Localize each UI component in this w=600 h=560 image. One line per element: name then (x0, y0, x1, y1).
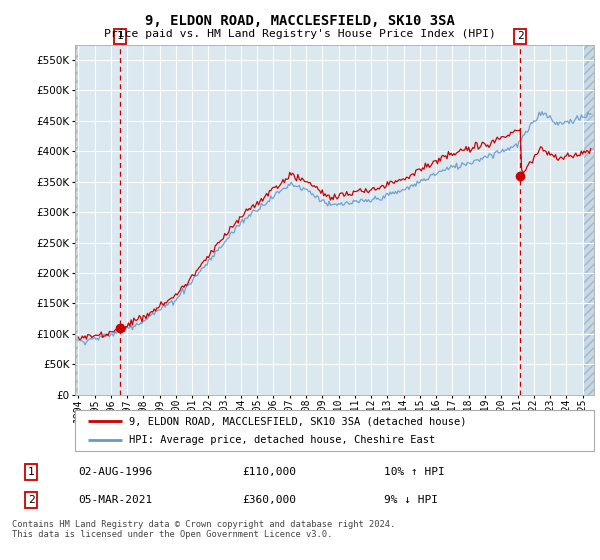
Text: 1: 1 (28, 467, 34, 477)
Text: Price paid vs. HM Land Registry's House Price Index (HPI): Price paid vs. HM Land Registry's House … (104, 29, 496, 39)
Text: Contains HM Land Registry data © Crown copyright and database right 2024.
This d: Contains HM Land Registry data © Crown c… (12, 520, 395, 539)
Bar (583, 45, 594, 395)
Text: 9, ELDON ROAD, MACCLESFIELD, SK10 3SA: 9, ELDON ROAD, MACCLESFIELD, SK10 3SA (145, 14, 455, 28)
Text: 2: 2 (517, 31, 524, 41)
Text: 10% ↑ HPI: 10% ↑ HPI (383, 467, 444, 477)
Text: HPI: Average price, detached house, Cheshire East: HPI: Average price, detached house, Ches… (130, 435, 436, 445)
Text: 9, ELDON ROAD, MACCLESFIELD, SK10 3SA (detached house): 9, ELDON ROAD, MACCLESFIELD, SK10 3SA (d… (130, 417, 467, 426)
Text: 02-AUG-1996: 02-AUG-1996 (78, 467, 152, 477)
Text: 05-MAR-2021: 05-MAR-2021 (78, 494, 152, 505)
FancyBboxPatch shape (75, 410, 594, 451)
Text: 1: 1 (117, 31, 124, 41)
Text: 9% ↓ HPI: 9% ↓ HPI (383, 494, 437, 505)
Text: £110,000: £110,000 (242, 467, 296, 477)
Bar (75, 45, 78, 395)
Text: £360,000: £360,000 (242, 494, 296, 505)
Text: 2: 2 (28, 494, 34, 505)
